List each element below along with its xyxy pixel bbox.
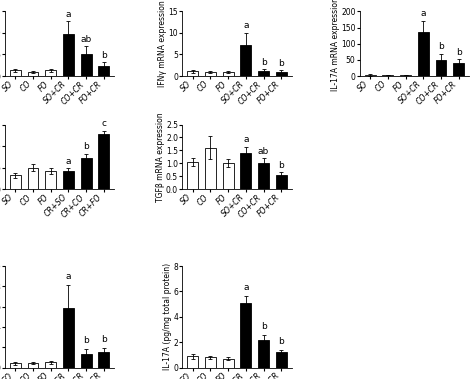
Text: b: b <box>83 336 89 345</box>
Text: a: a <box>243 283 248 292</box>
Text: b: b <box>438 42 444 52</box>
Bar <box>98 134 109 189</box>
Bar <box>81 158 91 189</box>
Text: a: a <box>243 135 248 144</box>
Bar <box>453 63 464 76</box>
Text: b: b <box>83 142 89 151</box>
Y-axis label: IL-17A mRNA expression: IL-17A mRNA expression <box>331 0 340 91</box>
Bar <box>27 72 38 76</box>
Bar <box>63 171 74 189</box>
Bar <box>240 45 251 76</box>
Bar <box>27 363 38 368</box>
Bar <box>45 70 56 76</box>
Bar <box>436 60 447 76</box>
Bar <box>10 175 21 189</box>
Bar <box>98 352 109 368</box>
Bar <box>276 352 287 368</box>
Bar <box>276 175 287 189</box>
Bar <box>27 168 38 189</box>
Text: ab: ab <box>258 147 269 155</box>
Text: b: b <box>456 48 462 56</box>
Bar <box>400 75 411 76</box>
Text: b: b <box>261 58 266 67</box>
Bar <box>187 356 198 368</box>
Bar <box>10 70 21 76</box>
Bar <box>63 308 74 368</box>
Y-axis label: IFNγ mRNA expression: IFNγ mRNA expression <box>158 0 167 87</box>
Text: b: b <box>101 335 107 344</box>
Bar <box>240 153 251 189</box>
Bar <box>240 303 251 368</box>
Text: a: a <box>65 272 71 281</box>
Bar <box>258 340 269 368</box>
Bar <box>205 357 216 368</box>
Text: b: b <box>261 321 266 330</box>
Bar <box>205 148 216 189</box>
Text: b: b <box>278 161 284 170</box>
Bar <box>10 363 21 368</box>
Bar <box>258 163 269 189</box>
Bar <box>187 71 198 76</box>
Text: a: a <box>420 9 426 19</box>
Text: c: c <box>101 119 106 128</box>
Text: b: b <box>101 51 107 60</box>
Y-axis label: TGFβ mRNA expression: TGFβ mRNA expression <box>155 112 164 202</box>
Text: a: a <box>65 10 71 19</box>
Bar <box>418 32 429 76</box>
Bar <box>223 359 234 368</box>
Bar <box>365 75 376 76</box>
Bar <box>45 171 56 189</box>
Text: ab: ab <box>81 35 91 44</box>
Text: b: b <box>278 337 284 346</box>
Bar <box>81 354 91 368</box>
Bar <box>63 34 74 76</box>
Bar <box>187 162 198 189</box>
Text: a: a <box>243 21 248 30</box>
Bar <box>205 72 216 76</box>
Bar <box>81 54 91 76</box>
Bar <box>45 362 56 368</box>
Y-axis label: IL-17A (pg/mg total protein): IL-17A (pg/mg total protein) <box>163 263 172 370</box>
Text: a: a <box>65 157 71 166</box>
Text: b: b <box>278 59 284 68</box>
Bar <box>98 66 109 76</box>
Bar <box>223 72 234 76</box>
Bar <box>276 72 287 76</box>
Bar <box>383 75 393 76</box>
Bar <box>258 71 269 76</box>
Bar <box>223 163 234 189</box>
